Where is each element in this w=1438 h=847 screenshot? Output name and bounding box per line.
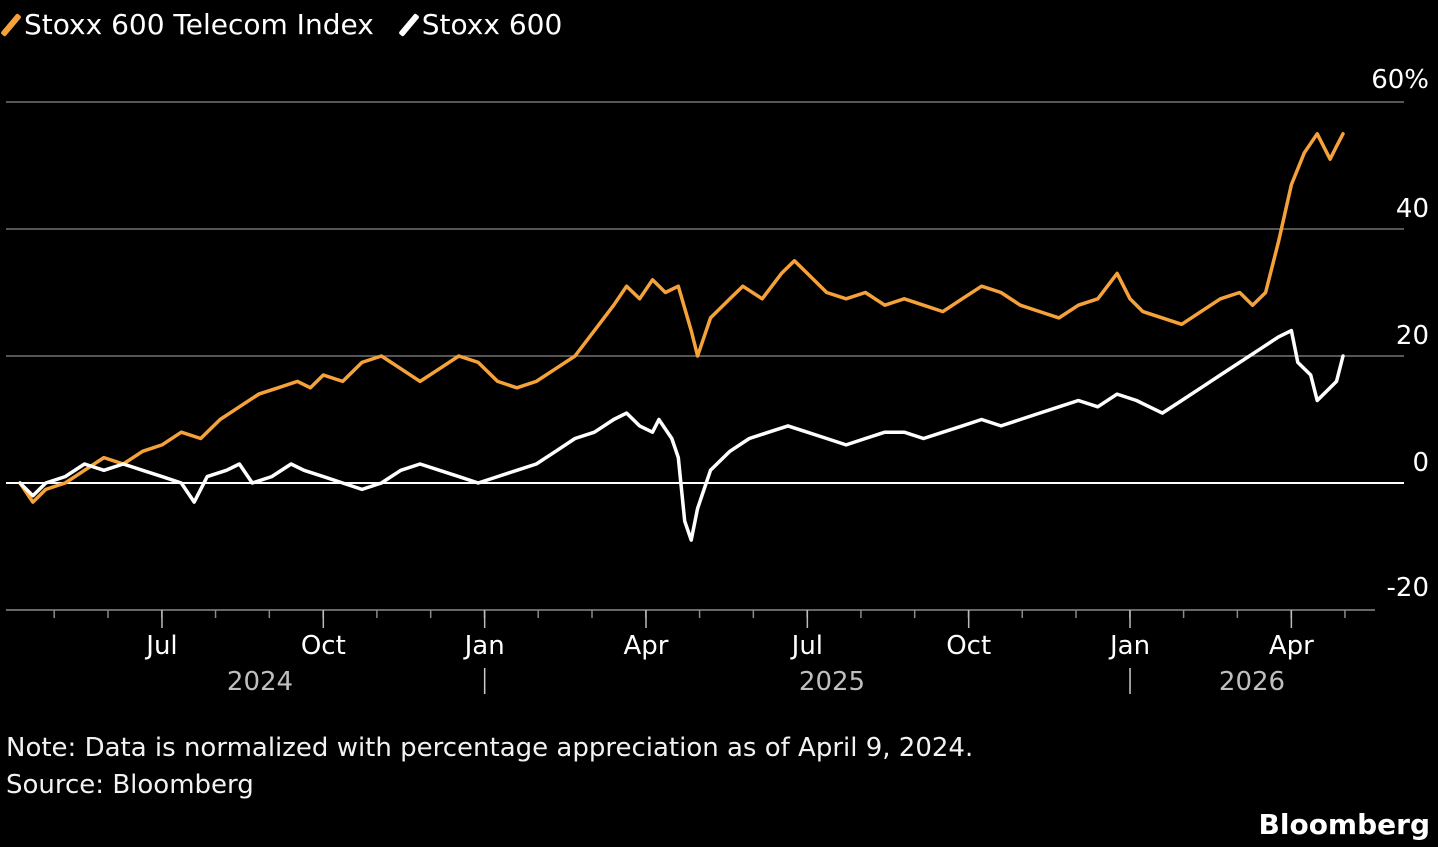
y-tick-label: 20 bbox=[1396, 321, 1429, 351]
x-tick-label: Jul bbox=[790, 631, 823, 661]
note-text: Note: Data is normalized with percentage… bbox=[6, 733, 974, 763]
x-tick-label: Jan bbox=[463, 631, 505, 661]
x-tick-label: Oct bbox=[946, 631, 991, 661]
y-tick-label: 0 bbox=[1412, 448, 1429, 478]
x-tick-label: Apr bbox=[1269, 631, 1314, 661]
legend: Stoxx 600 Telecom Index Stoxx 600 bbox=[0, 8, 563, 41]
y-tick-label: -20 bbox=[1387, 573, 1429, 603]
legend-label-stoxx600: Stoxx 600 bbox=[421, 8, 563, 41]
x-tick-label: Apr bbox=[624, 631, 669, 661]
legend-swatch-stoxx600 bbox=[398, 12, 420, 37]
legend-item-telecom: Stoxx 600 Telecom Index bbox=[0, 8, 374, 41]
source-text: Source: Bloomberg bbox=[6, 770, 254, 800]
y-tick-label: 40 bbox=[1396, 194, 1429, 224]
x-tick-label: Oct bbox=[301, 631, 346, 661]
x-year-label: 2026 bbox=[1219, 667, 1285, 697]
x-year-label: 2024 bbox=[227, 667, 293, 697]
series-line-telecom bbox=[18, 132, 1345, 504]
x-tick-label: Jan bbox=[1108, 631, 1150, 661]
bloomberg-logo: Bloomberg bbox=[1258, 808, 1430, 841]
chart-footnote: Note: Data is normalized with percentage… bbox=[6, 730, 973, 804]
x-tick-label: Jul bbox=[144, 631, 177, 661]
legend-item-stoxx600: Stoxx 600 bbox=[398, 8, 563, 41]
x-year-label: 2025 bbox=[799, 667, 865, 697]
y-tick-label: 60% bbox=[1371, 65, 1429, 95]
legend-label-telecom: Stoxx 600 Telecom Index bbox=[24, 8, 374, 41]
series-line-stoxx600 bbox=[18, 328, 1345, 542]
